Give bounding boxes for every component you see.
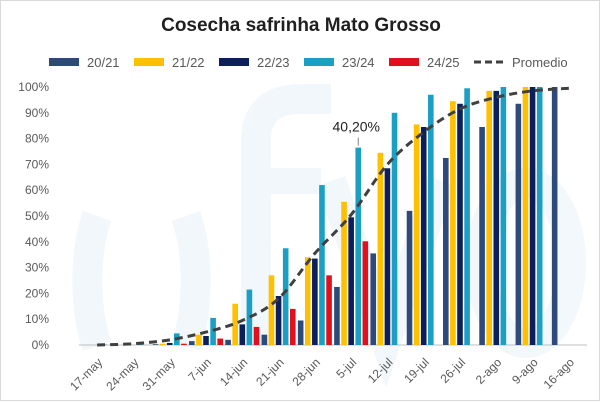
- bar: [391, 112, 398, 345]
- x-tick-label: 2-ago: [473, 355, 505, 387]
- bar: [210, 317, 216, 345]
- bar: [261, 334, 268, 345]
- y-tick-label: 0%: [32, 338, 50, 352]
- legend-label: 21/22: [172, 55, 205, 70]
- annotation: 40,20%: [333, 119, 380, 146]
- x-tick-label: 24-may: [103, 355, 141, 393]
- bar: [362, 241, 369, 345]
- bar: [239, 324, 246, 345]
- x-tick-label: 19-jul: [401, 355, 432, 386]
- y-axis: 0% 10% 20% 30% 40% 50% 60% 70% 80% 90% 100%: [18, 80, 49, 352]
- bars: [101, 87, 558, 346]
- bar: [348, 217, 354, 345]
- y-tick-label: 50%: [25, 209, 49, 223]
- bar: [282, 248, 289, 345]
- x-tick-label: 5-jul: [333, 355, 359, 381]
- bar: [479, 126, 485, 346]
- bar: [515, 103, 522, 346]
- bar: [275, 295, 282, 345]
- bar: [522, 87, 529, 345]
- bar: [370, 253, 377, 345]
- legend-swatch: [304, 58, 334, 66]
- y-tick-label: 90%: [25, 106, 49, 120]
- legend-swatch: [49, 58, 79, 66]
- y-tick-label: 80%: [25, 132, 49, 146]
- bar: [203, 335, 209, 345]
- bar: [420, 126, 427, 346]
- bar: [428, 94, 434, 346]
- bar: [189, 341, 195, 345]
- bar: [289, 308, 296, 345]
- bar: [464, 88, 470, 345]
- bar: [181, 343, 187, 345]
- bar: [355, 147, 362, 345]
- bar: [246, 289, 253, 345]
- bar: [443, 157, 449, 345]
- bar: [529, 87, 536, 345]
- bar: [377, 152, 384, 345]
- average-series-line: [97, 86, 569, 347]
- bar: [486, 90, 492, 346]
- bar: [196, 334, 202, 345]
- x-tick-label: 21-jun: [253, 355, 286, 388]
- y-tick-label: 40%: [25, 235, 49, 249]
- y-tick-label: 30%: [25, 261, 49, 275]
- bar: [232, 303, 238, 345]
- y-tick-label: 100%: [18, 80, 49, 94]
- bar: [217, 338, 223, 345]
- bar: [319, 185, 325, 345]
- bar: [457, 103, 463, 346]
- y-tick-label: 10%: [25, 312, 49, 326]
- bar: [334, 286, 340, 345]
- legend-label: 23/24: [342, 55, 375, 70]
- average-line: [97, 86, 569, 347]
- bar: [268, 275, 275, 345]
- x-tick-label: 14-jun: [217, 355, 250, 388]
- bar: [384, 168, 391, 345]
- legend-swatch: [389, 58, 419, 66]
- bar: [450, 101, 456, 345]
- y-tick-label: 60%: [25, 183, 49, 197]
- bar: [166, 342, 173, 345]
- y-tick-label: 70%: [25, 157, 49, 171]
- legend-label: Promedio: [512, 55, 568, 70]
- bar: [152, 344, 159, 345]
- legend-label: 20/21: [87, 55, 120, 70]
- chart-title: Cosecha safrinha Mato Grosso: [161, 15, 441, 36]
- x-tick-label: 26-jul: [437, 355, 468, 386]
- bar: [551, 87, 558, 345]
- legend-swatch: [219, 58, 249, 66]
- bar: [225, 339, 231, 345]
- bar: [312, 258, 318, 345]
- x-tick-label: 7-jun: [185, 355, 214, 384]
- x-tick-label: 9-ago: [509, 355, 541, 387]
- legend-swatch: [134, 58, 164, 66]
- y-tick-label: 20%: [25, 286, 49, 300]
- bar: [493, 90, 500, 346]
- bar: [341, 201, 347, 345]
- bar: [500, 87, 507, 345]
- x-tick-label: 16-ago: [541, 355, 578, 392]
- bar: [304, 257, 311, 345]
- x-tick-label: 17-may: [67, 355, 105, 393]
- bar: [326, 275, 332, 345]
- bar: [253, 326, 260, 345]
- bar: [406, 210, 413, 345]
- legend-label: 22/23: [257, 55, 290, 70]
- annotation-label: 40,20%: [333, 119, 380, 135]
- bar: [536, 87, 543, 345]
- x-tick-label: 31-may: [140, 355, 178, 393]
- legend: 20/21 21/22 22/23 23/24 24/25 Promedio: [49, 55, 568, 70]
- bar: [297, 320, 304, 345]
- bar: [159, 343, 166, 345]
- legend-label: 24/25: [427, 55, 460, 70]
- bar: [413, 124, 420, 345]
- x-tick-label: 28-jun: [289, 355, 322, 388]
